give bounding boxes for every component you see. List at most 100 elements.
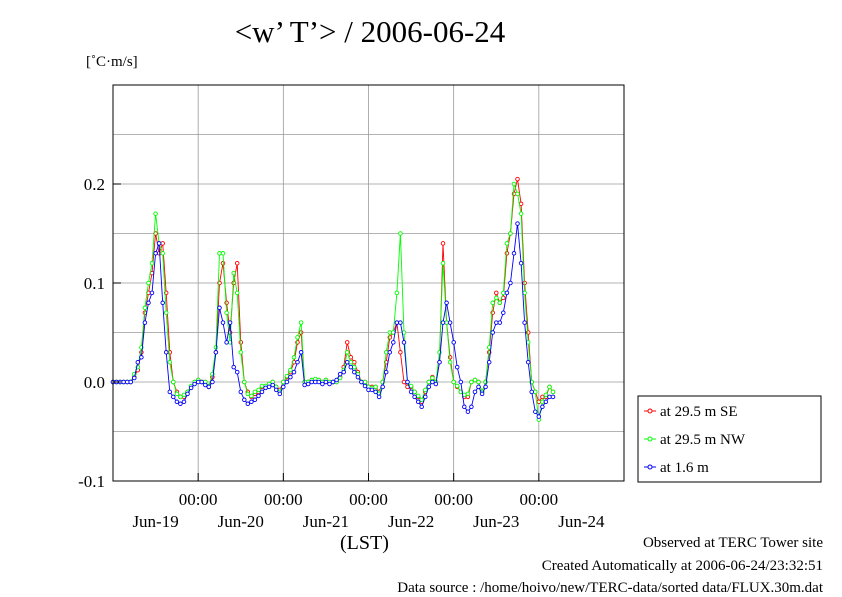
data-point [206, 384, 212, 390]
data-point [383, 350, 389, 355]
data-point [504, 290, 510, 296]
data-point [497, 320, 503, 325]
data-point [305, 381, 311, 387]
data-point [398, 350, 403, 355]
data-point [355, 374, 361, 380]
data-point [465, 391, 471, 397]
data-point [511, 181, 517, 187]
data-point [284, 373, 290, 379]
y-axis-unit-label: [˚C·m/s] [86, 54, 138, 70]
data-point [454, 383, 460, 389]
data-point [167, 389, 173, 395]
data-point [245, 401, 251, 407]
data-point [238, 340, 244, 345]
data-point [511, 251, 517, 256]
data-point [153, 211, 158, 216]
x-tick-label: 00:00 [179, 490, 218, 509]
data-point [352, 369, 357, 375]
data-point [156, 241, 162, 246]
data-point [160, 251, 165, 256]
data-point [536, 399, 542, 405]
axis-layer: -0.10.00.10.200:00 00:00 00:00 00:00 00:00Ju… [78, 175, 605, 531]
legend-swatch-marker [647, 408, 653, 414]
data-point [490, 330, 495, 335]
data-point [550, 394, 556, 400]
data-point [415, 399, 421, 405]
x-day-label: Jun-23 [473, 512, 519, 531]
data-point [391, 340, 396, 345]
data-point [398, 320, 403, 325]
data-point [334, 377, 339, 383]
data-point [256, 393, 261, 399]
series-at-1-6-m [110, 221, 556, 419]
data-point [252, 389, 258, 395]
data-point [330, 379, 336, 385]
data-point [242, 397, 247, 403]
data-point [192, 381, 197, 387]
data-point [440, 320, 446, 325]
data-point [181, 399, 187, 405]
data-point [362, 383, 368, 389]
x-day-label: Jun-19 [132, 512, 178, 531]
data-point [291, 355, 297, 360]
legend-box [637, 395, 822, 483]
data-point [273, 387, 279, 393]
data-point [174, 399, 180, 405]
data-point [426, 379, 432, 385]
data-point [430, 375, 435, 381]
data-point [533, 409, 538, 414]
data-point [210, 379, 215, 385]
data-point [163, 310, 169, 315]
data-point [376, 394, 382, 400]
data-point [288, 367, 293, 373]
data-point [415, 393, 421, 399]
data-point [490, 300, 495, 306]
data-point [398, 231, 403, 236]
y-tick-label: 0.1 [84, 274, 105, 293]
data-point [479, 391, 485, 397]
data-point [231, 270, 236, 276]
data-point [440, 260, 446, 266]
data-point [249, 393, 254, 399]
data-point [309, 379, 314, 385]
data-point [430, 379, 435, 385]
data-point [501, 290, 506, 296]
data-point [494, 290, 499, 296]
data-point [323, 379, 329, 385]
data-point [515, 221, 520, 226]
data-point [238, 389, 244, 395]
data-point [128, 379, 133, 385]
legend-swatch-marker [647, 464, 653, 470]
data-point [515, 191, 520, 197]
data-point [171, 394, 176, 400]
data-point [178, 394, 183, 400]
data-point [543, 399, 549, 405]
data-point [295, 335, 300, 340]
data-point [348, 359, 354, 365]
data-point [316, 379, 322, 385]
data-point [298, 350, 304, 355]
x-tick-label: 00:00 [349, 490, 388, 509]
created-at-text: Created Automatically at 2006-06-24/23:3… [541, 558, 823, 574]
data-point [394, 290, 400, 296]
data-point [256, 387, 261, 393]
data-point [451, 340, 456, 345]
data-point [270, 382, 275, 388]
x-tick-label: 00:00 [264, 490, 303, 509]
data-point [344, 340, 350, 345]
x-day-label: Jun-22 [388, 512, 434, 531]
data-point [295, 359, 300, 365]
data-point [504, 241, 510, 246]
data-point [518, 260, 524, 266]
data-point [291, 369, 297, 375]
x-day-label: Jun-21 [303, 512, 349, 531]
data-point [540, 404, 545, 410]
data-point [259, 383, 265, 389]
data-point [383, 369, 389, 375]
data-point [234, 290, 240, 296]
data-point [423, 387, 428, 393]
data-point [149, 260, 155, 266]
legend-label: at 29.5 m SE [660, 404, 738, 420]
data-point [231, 364, 236, 370]
data-point [252, 397, 258, 403]
